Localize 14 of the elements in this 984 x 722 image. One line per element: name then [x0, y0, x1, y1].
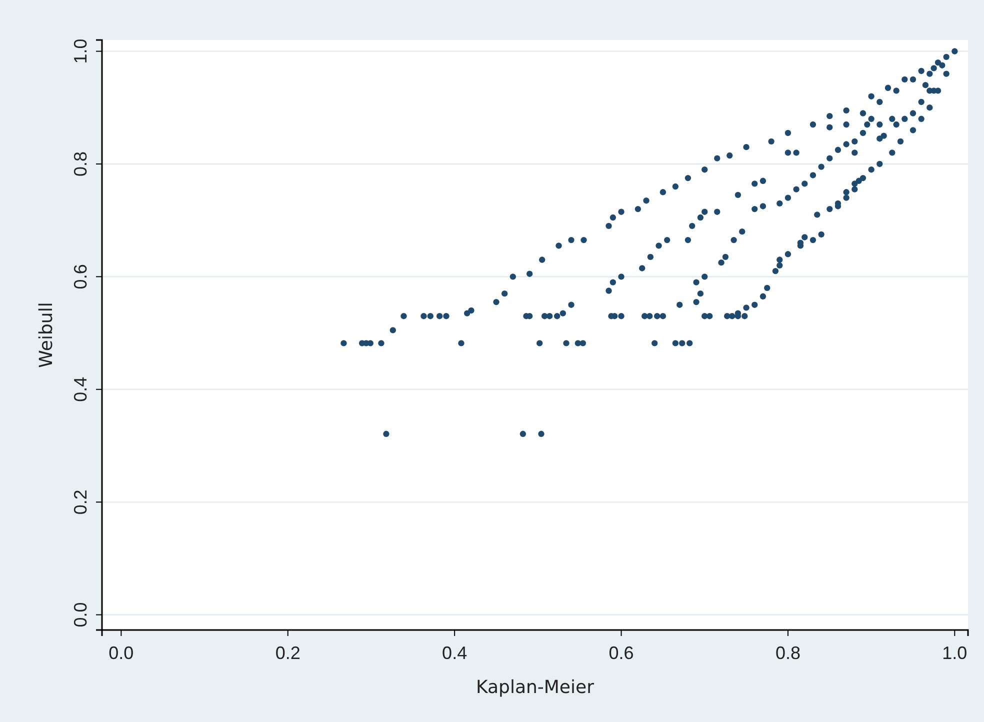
y-tick-label: 0.0 — [70, 602, 90, 628]
x-tick-label: 0.6 — [608, 642, 634, 663]
x-axis-title: Kaplan-Meier — [476, 677, 595, 698]
x-tick-label: 0.0 — [108, 642, 134, 663]
y-tick-label: 0.8 — [70, 151, 90, 176]
y-tick-label: 0.4 — [70, 376, 90, 402]
x-tick-label: 1.0 — [942, 642, 968, 663]
x-tick-label: 0.2 — [275, 642, 300, 663]
x-tick-label: 0.8 — [775, 642, 800, 663]
y-tick-label: 1.0 — [70, 38, 90, 64]
y-axis-title: Weibull — [36, 302, 57, 368]
y-tick-label: 0.6 — [70, 264, 90, 290]
x-tick-label: 0.4 — [442, 642, 468, 663]
y-tick-label: 0.2 — [70, 490, 90, 515]
